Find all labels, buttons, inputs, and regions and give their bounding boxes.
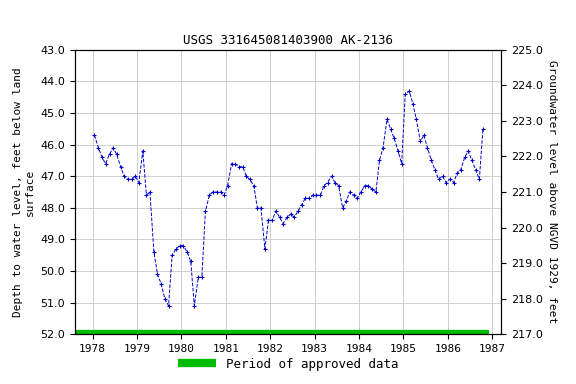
Y-axis label: Groundwater level above NGVD 1929, feet: Groundwater level above NGVD 1929, feet <box>547 60 557 324</box>
Title: USGS 331645081403900 AK-2136: USGS 331645081403900 AK-2136 <box>183 34 393 47</box>
Legend: Period of approved data: Period of approved data <box>173 353 403 376</box>
Y-axis label: Depth to water level, feet below land
surface: Depth to water level, feet below land su… <box>13 67 35 317</box>
